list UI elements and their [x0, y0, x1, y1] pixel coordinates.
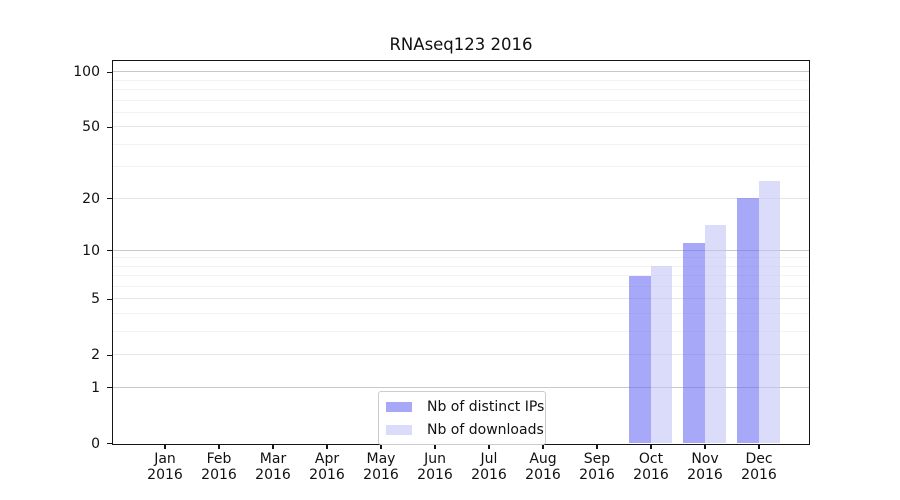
- bar-downloads-oct: [650, 266, 672, 443]
- y-tick-20: [106, 198, 112, 200]
- y-gridline-10: [113, 249, 809, 251]
- x-label-year: 2016: [255, 466, 291, 483]
- legend-label-distinct-ips: Nb of distinct IPs: [427, 398, 545, 415]
- y-gridline-20: [113, 197, 809, 199]
- y-tick-label-100: 100: [73, 64, 100, 81]
- y-gridline-60: [113, 111, 809, 113]
- x-label-month: May: [366, 451, 396, 467]
- x-label-month: Nov: [691, 451, 719, 467]
- x-label-month: Mar: [259, 451, 287, 467]
- x-tick-oct: [650, 445, 652, 449]
- x-tick-feb: [218, 445, 220, 449]
- y-gridline-8: [113, 265, 809, 267]
- x-label-year: 2016: [525, 466, 561, 483]
- x-label-year: 2016: [147, 466, 183, 483]
- y-gridline-1: [113, 386, 809, 388]
- x-tick-label-jan: Jan 2016: [133, 451, 197, 483]
- x-tick-sep: [596, 445, 598, 449]
- x-tick-may: [380, 445, 382, 449]
- y-gridline-40: [113, 143, 809, 145]
- x-label-year: 2016: [363, 466, 399, 483]
- y-gridline-50: [113, 126, 809, 128]
- y-gridline-2: [113, 354, 809, 356]
- chart-title: RNAseq123 2016: [389, 35, 533, 54]
- legend-label-downloads: Nb of downloads: [427, 421, 544, 438]
- x-label-year: 2016: [471, 466, 507, 483]
- x-label-month: Jun: [424, 451, 446, 467]
- y-tick-10: [106, 250, 112, 252]
- legend-row-distinct-ips: Nb of distinct IPs: [386, 397, 544, 416]
- bar-distinct-ips-dec: [737, 198, 759, 443]
- x-tick-label-jul: Jul 2016: [457, 451, 521, 483]
- legend: Nb of distinct IPs Nb of downloads: [378, 391, 546, 445]
- y-gridline-9: [113, 257, 809, 259]
- y-gridline-30: [113, 166, 809, 168]
- x-tick-label-may: May 2016: [349, 451, 413, 483]
- y-gridline-90: [113, 79, 809, 81]
- y-tick-1: [106, 387, 112, 389]
- y-gridline-3: [113, 331, 809, 333]
- x-tick-aug: [542, 445, 544, 449]
- x-tick-nov: [704, 445, 706, 449]
- bar-distinct-ips-nov: [683, 243, 705, 443]
- x-tick-label-dec: Dec 2016: [727, 451, 791, 483]
- x-label-month: Oct: [638, 451, 664, 467]
- x-tick-label-nov: Nov 2016: [673, 451, 737, 483]
- x-label-month: Feb: [206, 451, 232, 467]
- x-tick-jun: [434, 445, 436, 449]
- y-gridline-5: [113, 298, 809, 300]
- x-label-month: Dec: [745, 451, 773, 467]
- x-label-month: Sep: [583, 451, 611, 467]
- y-tick-50: [106, 126, 112, 128]
- y-tick-label-0: 0: [91, 435, 100, 452]
- x-label-month: Apr: [314, 451, 340, 467]
- y-gridline-80: [113, 89, 809, 91]
- y-gridline-4: [113, 313, 809, 315]
- y-tick-label-50: 50: [82, 119, 100, 136]
- x-label-year: 2016: [309, 466, 345, 483]
- legend-swatch-distinct-ips: [386, 401, 412, 412]
- legend-row-downloads: Nb of downloads: [386, 420, 544, 439]
- bar-downloads-dec: [758, 180, 780, 443]
- y-tick-label-2: 2: [91, 347, 100, 364]
- x-tick-mar: [272, 445, 274, 449]
- x-label-year: 2016: [417, 466, 453, 483]
- x-label-year: 2016: [687, 466, 723, 483]
- plot-area: [112, 60, 810, 445]
- x-tick-label-mar: Mar 2016: [241, 451, 305, 483]
- legend-swatch-downloads: [386, 424, 412, 435]
- x-label-month: Jan: [154, 451, 176, 467]
- x-tick-label-jun: Jun 2016: [403, 451, 467, 483]
- x-label-year: 2016: [201, 466, 237, 483]
- x-tick-label-apr: Apr 2016: [295, 451, 359, 483]
- x-label-year: 2016: [741, 466, 777, 483]
- y-gridline-6: [113, 286, 809, 287]
- x-label-year: 2016: [579, 466, 615, 483]
- x-label-year: 2016: [633, 466, 669, 483]
- bar-distinct-ips-oct: [629, 275, 651, 443]
- y-tick-0: [106, 442, 112, 445]
- x-tick-label-sep: Sep 2016: [565, 451, 629, 483]
- y-tick-label-20: 20: [82, 190, 100, 207]
- y-tick-label-1: 1: [91, 379, 100, 396]
- x-tick-label-aug: Aug 2016: [511, 451, 575, 483]
- y-tick-label-10: 10: [82, 242, 100, 259]
- y-gridline-7: [113, 275, 809, 277]
- x-tick-apr: [326, 445, 328, 449]
- x-tick-label-feb: Feb 2016: [187, 451, 251, 483]
- y-tick-2: [106, 354, 112, 356]
- y-tick-5: [106, 298, 112, 301]
- x-tick-dec: [758, 445, 760, 449]
- x-label-month: Aug: [529, 451, 557, 467]
- x-tick-label-oct: Oct 2016: [619, 451, 683, 483]
- bar-downloads-nov: [704, 225, 726, 443]
- y-gridline-70: [113, 99, 809, 101]
- y-tick-100: [106, 71, 112, 74]
- y-gridline-100: [113, 71, 809, 73]
- x-tick-jul: [488, 445, 490, 449]
- x-label-month: Jul: [480, 451, 498, 467]
- x-tick-jan: [164, 445, 166, 449]
- y-tick-label-5: 5: [91, 291, 100, 308]
